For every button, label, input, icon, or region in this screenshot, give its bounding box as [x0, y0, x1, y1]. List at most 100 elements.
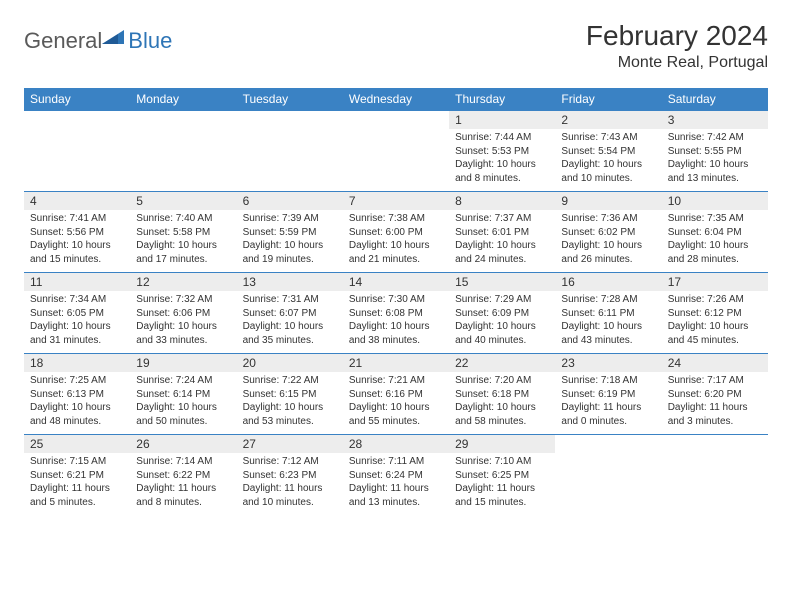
- weekday-header-row: Sunday Monday Tuesday Wednesday Thursday…: [24, 88, 768, 111]
- sunset-line: Sunset: 6:18 PM: [455, 388, 549, 402]
- day-number-cell: [24, 111, 130, 130]
- day-info-cell: Sunrise: 7:24 AMSunset: 6:14 PMDaylight:…: [130, 372, 236, 435]
- day-info-cell: Sunrise: 7:26 AMSunset: 6:12 PMDaylight:…: [662, 291, 768, 354]
- day-number-cell: [555, 435, 661, 454]
- sunset-line: Sunset: 6:04 PM: [668, 226, 762, 240]
- sunrise-line: Sunrise: 7:44 AM: [455, 131, 549, 145]
- daylight-line: Daylight: 10 hours and 8 minutes.: [455, 158, 549, 185]
- day-info-cell: Sunrise: 7:28 AMSunset: 6:11 PMDaylight:…: [555, 291, 661, 354]
- sunset-line: Sunset: 6:16 PM: [349, 388, 443, 402]
- weekday-header: Friday: [555, 88, 661, 111]
- day-number-cell: 18: [24, 354, 130, 373]
- sunrise-line: Sunrise: 7:20 AM: [455, 374, 549, 388]
- day-number-cell: [662, 435, 768, 454]
- logo: General Blue: [24, 20, 172, 54]
- day-info-cell: [24, 129, 130, 192]
- day-number-cell: 16: [555, 273, 661, 292]
- day-info-cell: Sunrise: 7:12 AMSunset: 6:23 PMDaylight:…: [237, 453, 343, 515]
- day-number-cell: 27: [237, 435, 343, 454]
- day-number-cell: 3: [662, 111, 768, 130]
- day-info-cell: [130, 129, 236, 192]
- day-info-cell: [555, 453, 661, 515]
- daylight-line: Daylight: 10 hours and 40 minutes.: [455, 320, 549, 347]
- day-info-cell: Sunrise: 7:11 AMSunset: 6:24 PMDaylight:…: [343, 453, 449, 515]
- day-number-cell: 28: [343, 435, 449, 454]
- day-info-cell: Sunrise: 7:41 AMSunset: 5:56 PMDaylight:…: [24, 210, 130, 273]
- sunset-line: Sunset: 6:25 PM: [455, 469, 549, 483]
- day-number-cell: 4: [24, 192, 130, 211]
- sunrise-line: Sunrise: 7:14 AM: [136, 455, 230, 469]
- daylight-line: Daylight: 10 hours and 38 minutes.: [349, 320, 443, 347]
- sunset-line: Sunset: 6:21 PM: [30, 469, 124, 483]
- daylight-line: Daylight: 10 hours and 45 minutes.: [668, 320, 762, 347]
- sunrise-line: Sunrise: 7:34 AM: [30, 293, 124, 307]
- day-info-row: Sunrise: 7:25 AMSunset: 6:13 PMDaylight:…: [24, 372, 768, 435]
- sunset-line: Sunset: 6:23 PM: [243, 469, 337, 483]
- sunset-line: Sunset: 6:22 PM: [136, 469, 230, 483]
- daylight-line: Daylight: 10 hours and 19 minutes.: [243, 239, 337, 266]
- day-number-cell: 8: [449, 192, 555, 211]
- weekday-header: Wednesday: [343, 88, 449, 111]
- header: General Blue February 2024 Monte Real, P…: [24, 20, 768, 72]
- day-info-row: Sunrise: 7:44 AMSunset: 5:53 PMDaylight:…: [24, 129, 768, 192]
- daylight-line: Daylight: 10 hours and 31 minutes.: [30, 320, 124, 347]
- day-number-row: 11121314151617: [24, 273, 768, 292]
- sunset-line: Sunset: 6:15 PM: [243, 388, 337, 402]
- day-info-row: Sunrise: 7:41 AMSunset: 5:56 PMDaylight:…: [24, 210, 768, 273]
- sunrise-line: Sunrise: 7:43 AM: [561, 131, 655, 145]
- day-number-cell: 23: [555, 354, 661, 373]
- daylight-line: Daylight: 10 hours and 58 minutes.: [455, 401, 549, 428]
- daylight-line: Daylight: 10 hours and 55 minutes.: [349, 401, 443, 428]
- daylight-line: Daylight: 10 hours and 21 minutes.: [349, 239, 443, 266]
- sunrise-line: Sunrise: 7:22 AM: [243, 374, 337, 388]
- daylight-line: Daylight: 10 hours and 33 minutes.: [136, 320, 230, 347]
- day-number-cell: 19: [130, 354, 236, 373]
- sunrise-line: Sunrise: 7:37 AM: [455, 212, 549, 226]
- daylight-line: Daylight: 10 hours and 24 minutes.: [455, 239, 549, 266]
- sunset-line: Sunset: 6:12 PM: [668, 307, 762, 321]
- day-info-cell: Sunrise: 7:34 AMSunset: 6:05 PMDaylight:…: [24, 291, 130, 354]
- day-number-cell: 14: [343, 273, 449, 292]
- sunrise-line: Sunrise: 7:36 AM: [561, 212, 655, 226]
- sunset-line: Sunset: 6:07 PM: [243, 307, 337, 321]
- sunset-line: Sunset: 5:58 PM: [136, 226, 230, 240]
- weekday-header: Saturday: [662, 88, 768, 111]
- daylight-line: Daylight: 11 hours and 15 minutes.: [455, 482, 549, 509]
- day-number-row: 18192021222324: [24, 354, 768, 373]
- sunrise-line: Sunrise: 7:38 AM: [349, 212, 443, 226]
- day-info-cell: Sunrise: 7:17 AMSunset: 6:20 PMDaylight:…: [662, 372, 768, 435]
- sunrise-line: Sunrise: 7:30 AM: [349, 293, 443, 307]
- daylight-line: Daylight: 11 hours and 8 minutes.: [136, 482, 230, 509]
- day-number-row: 45678910: [24, 192, 768, 211]
- sunset-line: Sunset: 6:02 PM: [561, 226, 655, 240]
- daylight-line: Daylight: 10 hours and 13 minutes.: [668, 158, 762, 185]
- sunset-line: Sunset: 6:11 PM: [561, 307, 655, 321]
- sunrise-line: Sunrise: 7:28 AM: [561, 293, 655, 307]
- sunrise-line: Sunrise: 7:25 AM: [30, 374, 124, 388]
- day-info-cell: Sunrise: 7:36 AMSunset: 6:02 PMDaylight:…: [555, 210, 661, 273]
- title-block: February 2024 Monte Real, Portugal: [586, 20, 768, 72]
- day-info-cell: Sunrise: 7:31 AMSunset: 6:07 PMDaylight:…: [237, 291, 343, 354]
- day-number-cell: 9: [555, 192, 661, 211]
- sunrise-line: Sunrise: 7:12 AM: [243, 455, 337, 469]
- location: Monte Real, Portugal: [586, 54, 768, 72]
- day-number-cell: 26: [130, 435, 236, 454]
- logo-text-blue: Blue: [128, 28, 172, 54]
- daylight-line: Daylight: 10 hours and 43 minutes.: [561, 320, 655, 347]
- sunset-line: Sunset: 6:19 PM: [561, 388, 655, 402]
- day-info-cell: Sunrise: 7:25 AMSunset: 6:13 PMDaylight:…: [24, 372, 130, 435]
- daylight-line: Daylight: 10 hours and 48 minutes.: [30, 401, 124, 428]
- day-info-cell: Sunrise: 7:38 AMSunset: 6:00 PMDaylight:…: [343, 210, 449, 273]
- logo-text-general: General: [24, 28, 102, 54]
- daylight-line: Daylight: 11 hours and 5 minutes.: [30, 482, 124, 509]
- day-number-cell: 17: [662, 273, 768, 292]
- sunset-line: Sunset: 6:05 PM: [30, 307, 124, 321]
- sunset-line: Sunset: 6:14 PM: [136, 388, 230, 402]
- day-info-cell: [662, 453, 768, 515]
- day-info-cell: Sunrise: 7:35 AMSunset: 6:04 PMDaylight:…: [662, 210, 768, 273]
- logo-triangle-icon: [102, 26, 124, 44]
- day-number-cell: 22: [449, 354, 555, 373]
- daylight-line: Daylight: 10 hours and 50 minutes.: [136, 401, 230, 428]
- daylight-line: Daylight: 11 hours and 10 minutes.: [243, 482, 337, 509]
- daylight-line: Daylight: 10 hours and 35 minutes.: [243, 320, 337, 347]
